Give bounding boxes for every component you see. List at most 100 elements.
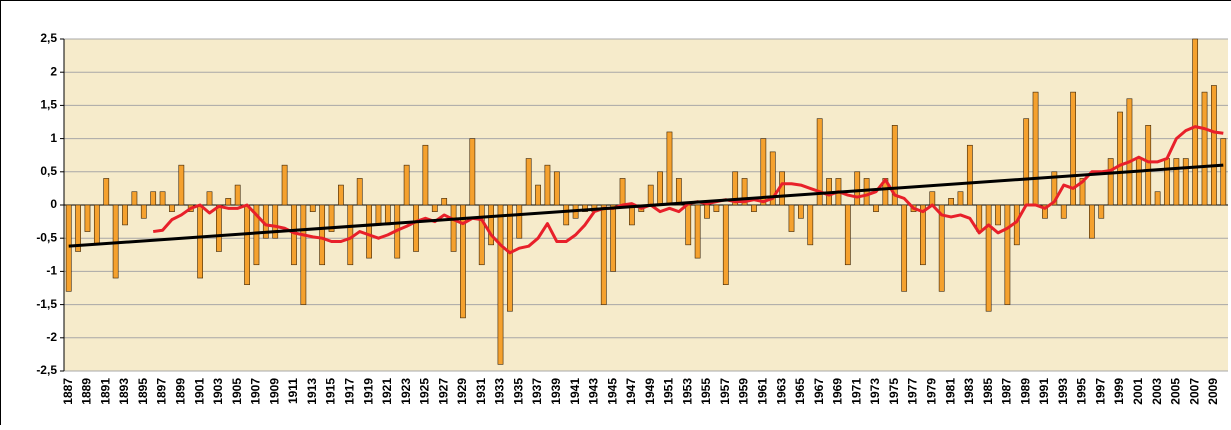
bar	[507, 205, 512, 311]
bar	[723, 205, 728, 285]
x-tick-label: 1947	[624, 378, 638, 405]
bar	[357, 178, 362, 205]
bar	[1024, 119, 1029, 205]
bar	[413, 205, 418, 251]
x-tick-label: 1967	[812, 378, 826, 405]
bar	[526, 159, 531, 205]
bar	[1174, 159, 1179, 205]
bar	[310, 205, 315, 212]
x-tick-label: 1899	[174, 378, 188, 405]
x-tick-label: 1979	[924, 378, 938, 405]
bar	[479, 205, 484, 265]
x-tick-label: 1941	[568, 378, 582, 405]
x-tick-label: 1997	[1093, 378, 1107, 405]
bar	[902, 205, 907, 291]
bar	[554, 172, 559, 205]
bar	[1136, 159, 1141, 205]
bar	[151, 192, 156, 205]
x-tick-label: 1909	[267, 378, 281, 405]
bar	[751, 205, 756, 212]
x-tick-label: 1939	[549, 378, 563, 405]
bar	[1089, 205, 1094, 238]
x-tick-label: 1895	[136, 378, 150, 405]
x-tick-label: 1955	[699, 378, 713, 405]
bar	[1202, 92, 1207, 205]
bar	[517, 205, 522, 238]
bar	[85, 205, 90, 232]
x-tick-label: 1935	[511, 378, 525, 405]
x-tick-label: 1981	[943, 378, 957, 405]
bar	[958, 192, 963, 205]
x-tick-label: 1959	[737, 378, 751, 405]
bar	[967, 145, 972, 205]
x-tick-label: 2005	[1169, 378, 1183, 405]
bar	[1005, 205, 1010, 305]
x-tick-label: 1923	[399, 378, 413, 405]
y-tick-label: 2,5	[40, 31, 57, 45]
y-tick-label: 1,5	[40, 98, 57, 112]
x-tick-label: 1987	[1000, 378, 1014, 405]
x-tick-label: 1949	[643, 378, 657, 405]
bar	[808, 205, 813, 245]
bar	[930, 192, 935, 205]
bar	[179, 165, 184, 205]
bar	[1211, 85, 1216, 205]
bar	[432, 205, 437, 212]
bar	[704, 205, 709, 218]
bar	[235, 185, 240, 205]
y-tick-label: -2	[46, 330, 57, 344]
x-tick-label: 1963	[774, 378, 788, 405]
x-tick-label: 1915	[324, 378, 338, 405]
bar	[141, 205, 146, 218]
bar	[601, 205, 606, 305]
x-tick-label: 1887	[61, 378, 75, 405]
bar	[216, 205, 221, 251]
x-tick-label: 1983	[962, 378, 976, 405]
bar	[291, 205, 296, 265]
bar	[132, 192, 137, 205]
y-tick-label: 1	[50, 131, 57, 145]
x-tick-label: 2007	[1187, 378, 1201, 405]
bar	[695, 205, 700, 258]
bar	[442, 198, 447, 205]
x-tick-label: 1961	[756, 378, 770, 405]
x-tick-label: 2009	[1206, 378, 1220, 405]
x-tick-label: 1889	[80, 378, 94, 405]
bar	[169, 205, 174, 212]
x-tick-label: 1927	[436, 378, 450, 405]
x-tick-label: 1975	[887, 378, 901, 405]
x-tick-label: 1907	[249, 378, 263, 405]
bar	[657, 172, 662, 205]
bar	[714, 205, 719, 212]
bar	[498, 205, 503, 364]
bar	[1221, 139, 1226, 205]
x-tick-label: 1977	[906, 378, 920, 405]
bar	[423, 145, 428, 205]
bar	[789, 205, 794, 232]
x-tick-label: 1943	[587, 378, 601, 405]
bar	[986, 205, 991, 311]
x-tick-label: 1953	[680, 378, 694, 405]
bar	[611, 205, 616, 271]
bar	[66, 205, 71, 291]
bar	[244, 205, 249, 285]
bar	[545, 165, 550, 205]
x-tick-label: 1989	[1018, 378, 1032, 405]
bar	[198, 205, 203, 278]
bar	[338, 185, 343, 205]
bar	[282, 165, 287, 205]
bar	[920, 205, 925, 265]
x-tick-label: 1971	[849, 378, 863, 405]
x-tick-label: 1917	[342, 378, 356, 405]
bar	[620, 178, 625, 205]
y-tick-label: -1	[46, 264, 57, 278]
x-tick-label: 1957	[718, 378, 732, 405]
bar	[995, 205, 1000, 225]
x-tick-label: 1993	[1056, 378, 1070, 405]
x-tick-label: 1929	[455, 378, 469, 405]
bar	[564, 205, 569, 225]
y-tick-label: 0	[50, 197, 57, 211]
bar	[1146, 125, 1151, 205]
bar	[1155, 192, 1160, 205]
